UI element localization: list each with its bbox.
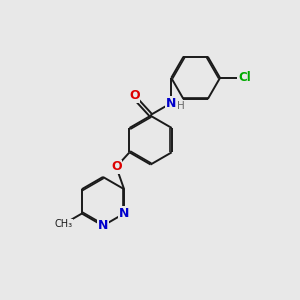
Text: H: H — [177, 101, 184, 111]
Text: N: N — [166, 97, 176, 110]
Text: O: O — [129, 89, 140, 102]
Text: O: O — [111, 160, 122, 173]
Text: N: N — [119, 207, 129, 220]
Text: N: N — [98, 219, 108, 232]
Text: Cl: Cl — [238, 71, 251, 84]
Text: CH₃: CH₃ — [54, 219, 73, 229]
